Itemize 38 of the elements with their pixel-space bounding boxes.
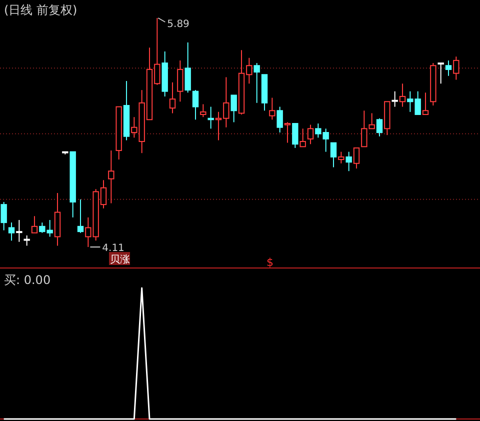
candlestick xyxy=(8,222,15,242)
candlestick xyxy=(77,198,84,234)
candlestick xyxy=(208,106,214,130)
candlestick xyxy=(392,90,398,108)
annotation: 4.11 xyxy=(102,243,124,254)
candlestick xyxy=(346,151,352,172)
candlestick xyxy=(292,122,298,148)
candlestick xyxy=(269,97,276,120)
candlestick xyxy=(254,62,260,104)
candlestick xyxy=(376,118,383,137)
candlestick xyxy=(422,92,429,115)
candlestick xyxy=(200,104,206,118)
candlestick xyxy=(445,60,452,76)
candlestick xyxy=(438,62,444,84)
candlestick xyxy=(16,219,22,242)
candlestick xyxy=(184,42,191,94)
candlestick xyxy=(230,94,237,123)
candlestick xyxy=(31,216,38,234)
candlestick xyxy=(338,151,344,164)
candlestick xyxy=(300,128,306,148)
candlestick xyxy=(453,56,460,80)
text: $ xyxy=(266,256,274,269)
chart-title: (日线 前复权) xyxy=(4,3,78,17)
candlestick xyxy=(24,234,30,246)
annotation: 5.89 xyxy=(167,19,190,30)
candlestick xyxy=(276,106,283,133)
text: 贝涨 xyxy=(110,254,130,266)
candlestick xyxy=(353,147,360,170)
candlestick xyxy=(307,124,314,145)
chart-title: 买: 0.00 xyxy=(4,273,51,287)
candlestick xyxy=(192,90,199,120)
candlestick xyxy=(169,82,176,114)
candlestick xyxy=(330,142,337,168)
candlestick xyxy=(0,201,7,231)
candlestick xyxy=(284,122,291,144)
candlestick xyxy=(399,83,406,108)
candlestick xyxy=(108,150,114,204)
candlestick xyxy=(177,60,184,102)
